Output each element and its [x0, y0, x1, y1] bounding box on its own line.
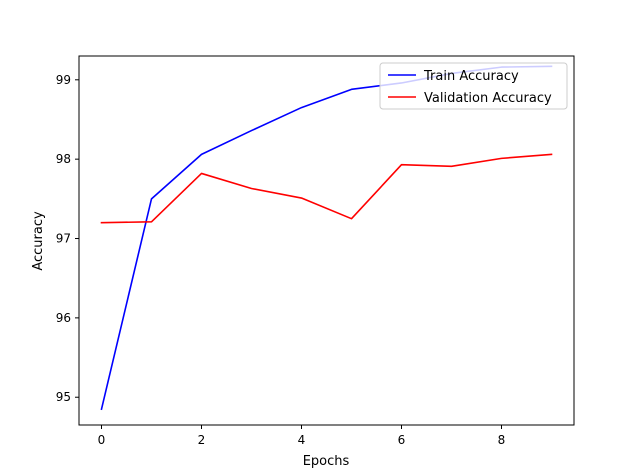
legend-label: Train Accuracy	[423, 69, 519, 84]
series-line-train-accuracy	[100, 65, 553, 411]
x-tick-label: 6	[398, 433, 406, 447]
y-tick-label: 99	[56, 73, 71, 87]
x-tick-label: 0	[98, 433, 106, 447]
y-tick-label: 98	[56, 152, 71, 166]
y-tick-label: 96	[56, 311, 71, 325]
legend-box	[379, 62, 568, 110]
y-axis-ticks: 95 96 97 98 99	[56, 73, 79, 404]
x-tick-label: 2	[198, 433, 206, 447]
x-axis-ticks: 0 2 4 6 8	[98, 425, 506, 447]
x-tick-label: 8	[498, 433, 506, 447]
legend: Train Accuracy Validation Accuracy	[379, 62, 568, 110]
x-axis-title: Epochs	[303, 454, 350, 469]
plot-frame	[78, 55, 575, 426]
series-line-validation-accuracy	[100, 153, 553, 224]
y-tick-label: 95	[56, 390, 71, 404]
series-layer	[100, 65, 553, 411]
legend-label: Validation Accuracy	[424, 91, 552, 106]
x-tick-label: 4	[298, 433, 306, 447]
y-axis-title: Accuracy	[31, 211, 46, 271]
y-tick-label: 97	[56, 232, 71, 246]
